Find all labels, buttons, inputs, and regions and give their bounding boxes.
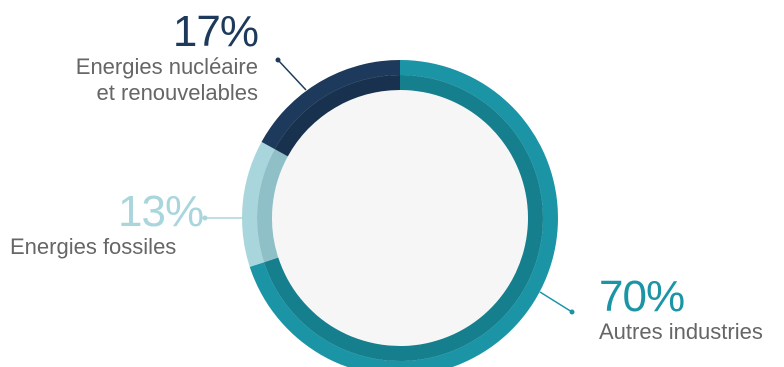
label-connectors xyxy=(202,57,575,315)
donut-hole xyxy=(272,90,528,346)
connector-other-dot xyxy=(569,309,575,315)
data-label-value: 17% xyxy=(172,7,259,56)
donut-slices xyxy=(242,59,558,367)
slice-inner-nuclear-renewables xyxy=(274,75,400,157)
connector-nuclear xyxy=(277,59,307,91)
connector-other xyxy=(539,291,573,313)
slice-fossil xyxy=(242,141,275,267)
data-label-category: Autres industries xyxy=(599,319,763,344)
slice-nuclear-renewables xyxy=(261,59,400,150)
connector-nuclear-dot xyxy=(275,57,281,63)
data-label-value: 13% xyxy=(118,187,204,236)
data-label-category-line-1: Energies nucléaire xyxy=(75,54,258,79)
data-label-category-line-2: et renouvelables xyxy=(96,80,258,105)
data-label-category: Energies fossiles xyxy=(10,234,177,259)
connector-fossil-dot xyxy=(202,215,208,221)
data-label-fossil: 13% Energies fossiles xyxy=(10,187,204,260)
data-label-other-industries: 70% Autres industries xyxy=(599,275,763,345)
data-label-nuclear-renewables: 17% Energies nucléaire et renouvelables xyxy=(0,7,259,106)
slice-inner-fossil xyxy=(257,149,288,263)
data-label-value: 70% xyxy=(599,272,685,321)
